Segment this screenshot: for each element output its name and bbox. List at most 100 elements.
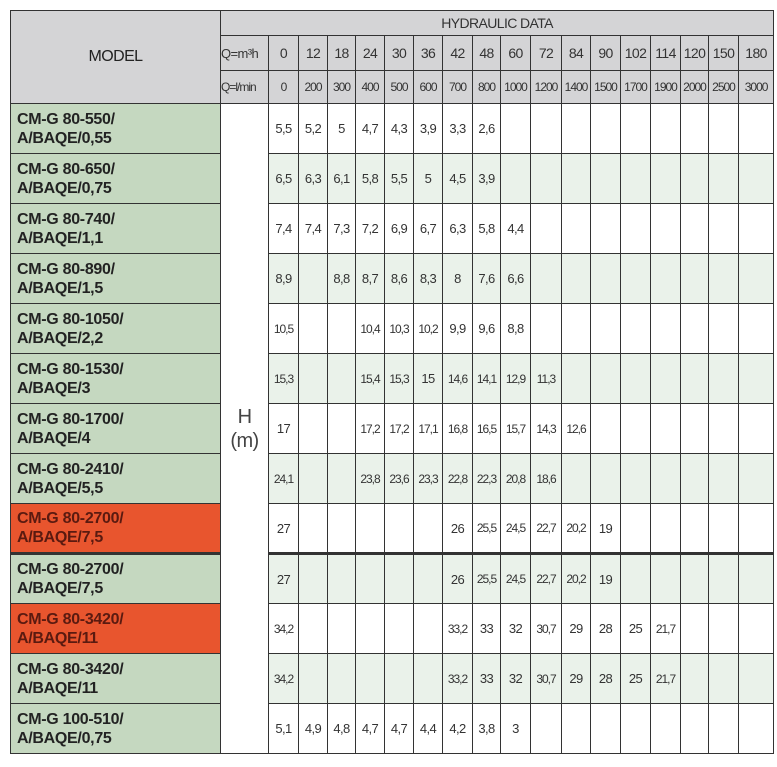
head-value-cell: 33 (472, 603, 501, 654)
q-lmin-value: 1900 (650, 70, 681, 104)
head-value-cell: 4,4 (413, 703, 443, 754)
head-value-cell (413, 503, 443, 554)
head-value-cell (650, 403, 681, 454)
model-name-line2: A/BAQE/0,75 (17, 179, 112, 197)
head-value-cell: 23,6 (384, 453, 414, 504)
head-value-cell: 12,6 (561, 403, 591, 454)
head-value-cell (298, 453, 328, 504)
q-lmin-value: 1500 (590, 70, 621, 104)
head-value-cell: 9,6 (472, 303, 501, 354)
head-value-cell: 4,9 (298, 703, 328, 754)
head-value-cell (413, 552, 443, 604)
head-value-cell (737, 153, 775, 204)
head-value-cell (620, 353, 651, 404)
head-value-cell: 4,4 (500, 203, 531, 254)
head-value-cell (708, 503, 739, 554)
head-value-cell: 32 (500, 653, 531, 704)
q-m3h-value: 24 (355, 35, 385, 71)
head-value-cell: 30,7 (530, 603, 562, 654)
head-value-cell: 4,2 (442, 703, 473, 754)
q-lmin-value: 3000 (737, 70, 775, 104)
head-value-cell (530, 703, 562, 754)
q-m3h-value: 150 (708, 35, 739, 71)
head-value-cell (708, 253, 739, 304)
head-label: H (237, 405, 252, 428)
head-value-cell (737, 253, 775, 304)
head-value-cell (590, 303, 621, 354)
model-cell: CM-G 80-2410/A/BAQE/5,5 (10, 453, 221, 504)
q-m3h-value: 84 (561, 35, 591, 71)
head-value-cell: 27 (268, 552, 299, 604)
head-value-cell: 5,1 (268, 703, 299, 754)
head-value-cell: 10,5 (268, 303, 299, 354)
model-cell: CM-G 80-740/A/BAQE/1,1 (10, 203, 221, 254)
head-value-cell: 6,5 (268, 153, 299, 204)
head-value-cell (680, 653, 709, 704)
model-cell: CM-G 80-1530/A/BAQE/3 (10, 353, 221, 404)
head-value-cell (530, 153, 562, 204)
model-cell: CM-G 80-2700/A/BAQE/7,5 (10, 552, 221, 604)
model-name-line2: A/BAQE/5,5 (17, 479, 103, 497)
head-value-cell: 17,1 (413, 403, 443, 454)
head-value-cell: 15,3 (268, 353, 299, 404)
head-value-cell: 24,1 (268, 453, 299, 504)
head-value-cell (590, 153, 621, 204)
head-value-cell (590, 703, 621, 754)
head-value-cell (298, 503, 328, 554)
q-lmin-value: 800 (472, 70, 501, 104)
q-m3h-value: 18 (327, 35, 356, 71)
head-value-cell (680, 503, 709, 554)
head-value-cell (680, 403, 709, 454)
model-name-line1: CM-G 80-3420/ (17, 610, 124, 628)
head-value-cell (561, 453, 591, 504)
model-name-line2: A/BAQE/1,1 (17, 229, 103, 247)
head-value-cell (620, 203, 651, 254)
q-lmin-value: 300 (327, 70, 356, 104)
q-m3h-value: 90 (590, 35, 621, 71)
model-name-line1: CM-G 80-1700/ (17, 410, 124, 428)
head-value-cell: 19 (590, 503, 621, 554)
head-value-cell (530, 303, 562, 354)
head-value-cell (680, 153, 709, 204)
head-value-cell (737, 503, 775, 554)
head-value-cell (327, 603, 356, 654)
head-value-cell (680, 603, 709, 654)
head-value-cell (355, 603, 385, 654)
q-lmin-value: 200 (298, 70, 328, 104)
head-value-cell: 34,2 (268, 653, 299, 704)
model-name-line1: CM-G 80-890/ (17, 260, 115, 278)
head-value-cell (298, 253, 328, 304)
head-value-cell: 21,7 (650, 653, 681, 704)
head-value-cell (737, 603, 775, 654)
head-value-cell (737, 552, 775, 604)
head-value-cell (708, 552, 739, 604)
head-value-cell: 4,3 (384, 103, 414, 154)
head-value-cell (680, 552, 709, 604)
head-value-cell (298, 603, 328, 654)
head-value-cell: 16,8 (442, 403, 473, 454)
head-value-cell: 25 (620, 603, 651, 654)
head-value-cell (650, 203, 681, 254)
head-value-cell: 8,7 (355, 253, 385, 304)
model-cell: CM-G 100-510/A/BAQE/0,75 (10, 703, 221, 754)
head-value-cell: 8,3 (413, 253, 443, 304)
head-value-cell: 4,7 (355, 103, 385, 154)
head-value-cell: 22,8 (442, 453, 473, 504)
model-name-line1: CM-G 100-510/ (17, 710, 124, 728)
head-value-cell (650, 552, 681, 604)
head-value-cell (680, 703, 709, 754)
head-value-cell: 10,2 (413, 303, 443, 354)
head-value-cell: 33 (472, 653, 501, 704)
head-value-cell (708, 103, 739, 154)
q-m3h-value: 48 (472, 35, 501, 71)
head-value-cell (590, 203, 621, 254)
head-value-cell (650, 503, 681, 554)
table-row: CM-G 80-3420/A/BAQE/11 34,2 33,2 33 32 30,7 29… (10, 603, 775, 654)
q-m3h-value: 36 (413, 35, 443, 71)
model-cell: CM-G 80-2700/A/BAQE/7,5 (10, 503, 221, 554)
head-value-cell (620, 303, 651, 354)
q-m3h-label: Q=m³h (220, 35, 269, 71)
head-value-cell: 24,5 (500, 503, 531, 554)
head-value-cell (650, 353, 681, 404)
table-row: CM-G 80-2700/A/BAQE/7,5 27 26 25,5 24,5 22,7 2… (10, 503, 775, 554)
